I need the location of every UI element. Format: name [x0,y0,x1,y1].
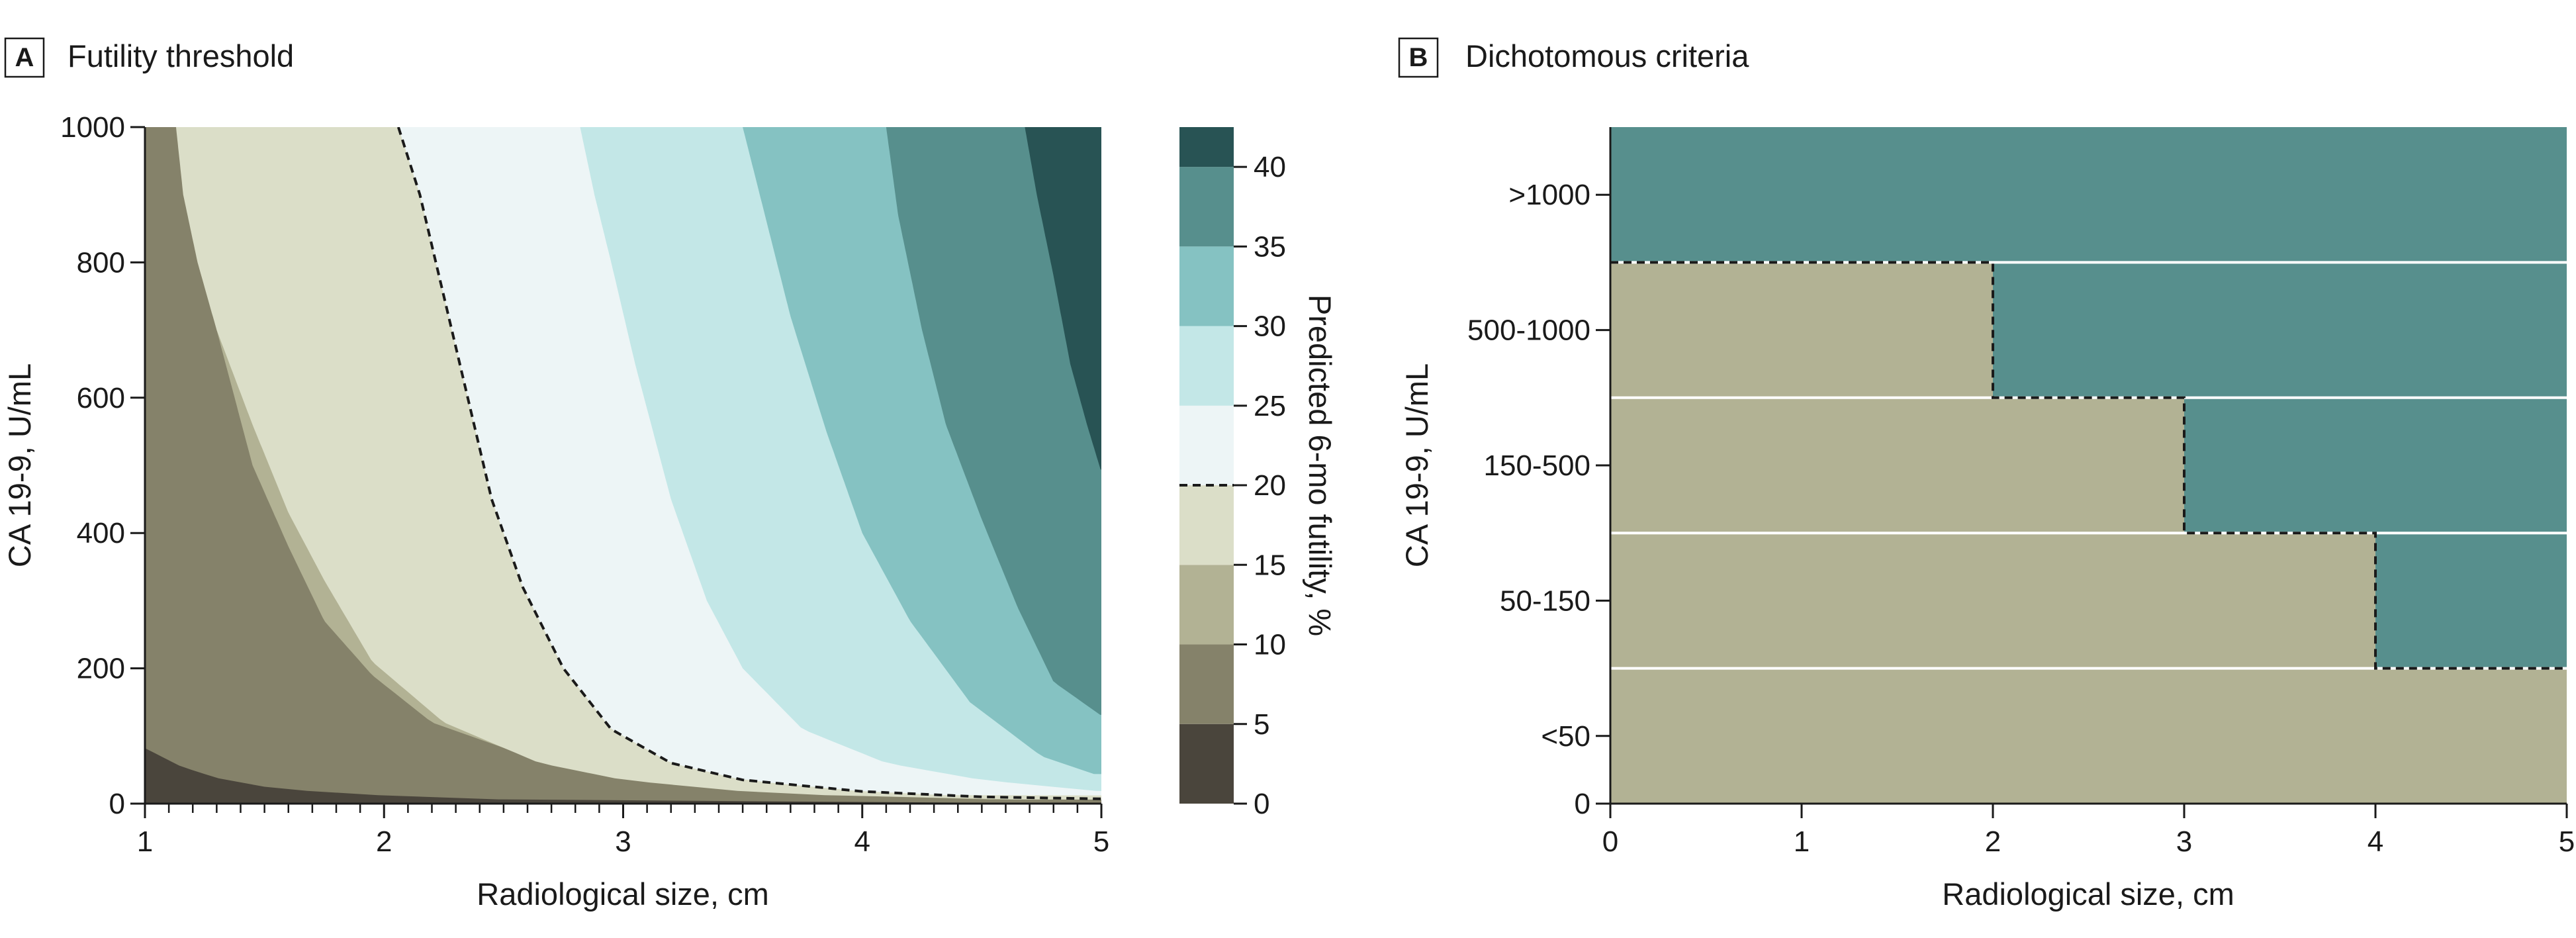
y-axis-label: CA 19-9, U/mL [1399,363,1434,567]
panel-b-title: Dichotomous criteria [1465,38,1749,73]
y-tick-label: 0 [109,788,125,820]
x-tick-label: 2 [376,825,392,858]
x-tick-label: 4 [854,825,870,858]
band-35-40 [886,127,1101,715]
panel-b-letter: B [1409,43,1428,72]
panel-a-letter-box [4,37,45,78]
cell-not-futile [1610,397,2184,534]
y-category-label: 150-500 [1484,449,1590,482]
panel-b-plot: 0 1 2 3 4 5 >1000 500-1000 150-500 50-150 <50 0 Ra… [1399,127,2575,912]
panel-b-header: B Dichotomous criteria [1398,37,1749,78]
colorbar-tick-label: 15 [1254,549,1286,581]
y-category-label: 50-150 [1500,585,1590,617]
colorbar-cell-10-15 [1179,565,1234,645]
cell-futile [2375,533,2567,669]
x-tick-label: 5 [2559,825,2575,858]
x-tick-label: 4 [2368,825,2383,858]
y-axis-label: CA 19-9, U/mL [2,363,37,567]
colorbar-cell-5-10 [1179,644,1234,724]
colorbar-cell-15-20 [1179,485,1234,565]
x-tick-label: 2 [1985,825,2001,858]
y-origin-label: 0 [1575,788,1590,820]
colorbar-label: Predicted 6-mo futility, % [1303,295,1338,636]
colorbar-tick-label: 20 [1254,469,1286,502]
band-40-42.5 [1025,127,1101,470]
cell-futile [2184,397,2567,534]
colorbar-cell-20-25 [1179,405,1234,486]
cell-not-futile [1610,533,2375,669]
y-tick-label: 200 [77,653,125,685]
criteria-cells [1610,127,2567,804]
colorbar-tick-label: 40 [1254,151,1286,183]
x-tick-label: 5 [1093,825,1109,858]
x-tick-label: 1 [137,825,153,858]
x-axis-label: Radiological size, cm [477,876,768,912]
x-axis-ticks: 0 1 2 3 4 5 [1602,804,2575,858]
y-category-label: >1000 [1508,179,1590,211]
panel-a-title: Futility threshold [68,38,294,73]
y-axis-ticks: 0 200 400 600 800 1000 [60,111,145,820]
panel-a-letter: A [15,43,34,72]
panel-b-letter-box [1398,37,1439,78]
x-tick-label: 0 [1602,825,1618,858]
y-category-label: <50 [1541,720,1590,753]
colorbar-ticks: 0 5 10 15 20 25 30 35 40 [1234,151,1286,820]
colorbar-cells [1179,127,1234,804]
y-tick-label: 400 [77,517,125,549]
contour-bands [145,127,1101,804]
colorbar-tick-label: 0 [1254,788,1269,820]
panel-a-header: A Futility threshold [4,37,294,78]
colorbar-tick-label: 5 [1254,708,1269,741]
y-axis-ticks: >1000 500-1000 150-500 50-150 <50 0 [1467,179,1610,820]
x-axis-label: Radiological size, cm [1942,876,2234,912]
colorbar-cell-35-40 [1179,167,1234,247]
cell-futile [1993,262,2567,398]
colorbar-tick-label: 10 [1254,629,1286,661]
cell-not-futile [1610,668,2567,804]
colorbar-cell-25-30 [1179,326,1234,406]
colorbar-cell-40-42.5 [1179,127,1234,167]
colorbar-cell-0-5 [1179,724,1234,804]
colorbar-tick-label: 35 [1254,230,1286,263]
cell-not-futile [1610,262,1993,398]
threshold-contour-20 [396,127,1101,800]
colorbar-tick-label: 25 [1254,390,1286,422]
x-tick-label: 3 [615,825,631,858]
panel-a-plot: 1 2 3 4 5 0 200 400 600 800 1000 Radiological siz… [2,111,1109,912]
x-tick-label: 1 [1794,825,1810,858]
cell-futile [1610,127,2567,263]
colorbar-cell-30-35 [1179,246,1234,326]
x-axis-ticks: 1 2 3 4 5 [137,804,1109,858]
y-category-label: 500-1000 [1467,314,1590,347]
y-tick-label: 800 [77,246,125,279]
y-tick-label: 1000 [60,111,125,144]
y-tick-label: 600 [77,382,125,414]
colorbar-tick-label: 30 [1254,310,1286,343]
x-tick-label: 3 [2176,825,2192,858]
colorbar: 0 5 10 15 20 25 30 35 40 Predicted 6-mo futility… [1179,127,1338,820]
